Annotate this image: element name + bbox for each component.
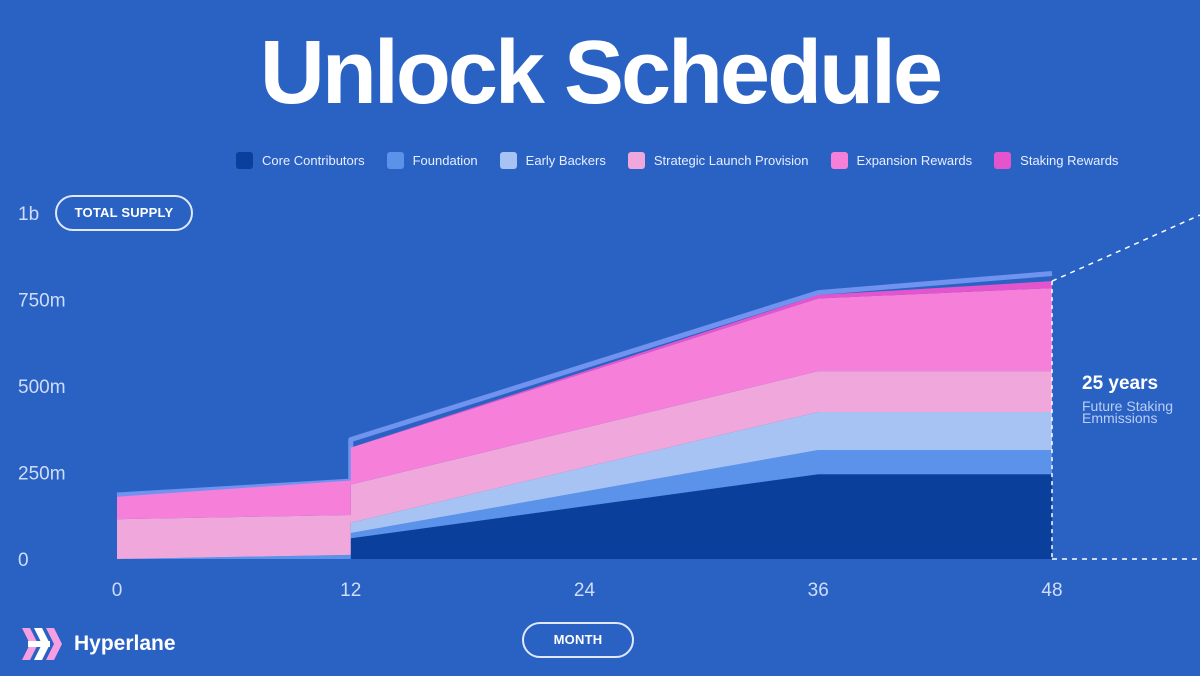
- legend-label: Core Contributors: [262, 153, 365, 168]
- chart-legend: Core Contributors Foundation Early Backers…: [236, 152, 1118, 169]
- annotation-title: 25 years: [1082, 373, 1158, 394]
- area-series: [117, 411, 1052, 559]
- x-tick-label: 12: [340, 580, 361, 601]
- legend-swatch: [994, 152, 1012, 169]
- legend-swatch: [236, 152, 253, 169]
- legend-label: Expansion Rewards: [856, 153, 973, 168]
- legend-label: Staking Rewards: [1020, 153, 1119, 168]
- legend-item: Early Backers: [499, 152, 606, 169]
- y-tick-label: 0: [18, 550, 29, 571]
- x-tick-label: 24: [574, 580, 596, 601]
- x-tick-label: 48: [1041, 580, 1062, 601]
- x-tick-label: 36: [808, 580, 829, 601]
- area-series: [117, 474, 1052, 559]
- page-title: Unlock Schedule: [259, 23, 943, 123]
- legend-item: Strategic Launch Provision: [627, 152, 809, 169]
- y-tick-label: 750m: [18, 291, 66, 312]
- annotation-subtitle: Emmissions: [1082, 410, 1157, 426]
- area-series: [117, 288, 1052, 520]
- legend-swatch: [499, 152, 517, 169]
- legend-label: Foundation: [412, 153, 478, 168]
- legend-swatch: [386, 152, 404, 169]
- area-series: [117, 450, 1052, 559]
- y-tick-label: 500m: [18, 377, 66, 398]
- annotation-subtitle: Future Staking: [1082, 398, 1173, 414]
- x-tick-label: 0: [112, 580, 123, 601]
- legend-label: Strategic Launch Provision: [653, 153, 809, 168]
- legend-item: Foundation: [386, 152, 478, 169]
- brand-name: Hyperlane: [74, 632, 176, 655]
- legend-swatch: [830, 152, 848, 169]
- legend-item: Core Contributors: [236, 152, 365, 169]
- hyperlane-logo-icon: [22, 628, 62, 660]
- y-tick-label: 1b: [18, 204, 39, 225]
- y-tick-label: 250m: [18, 464, 66, 485]
- month-button[interactable]: MONTH: [522, 622, 634, 658]
- legend-item: Expansion Rewards: [830, 152, 973, 169]
- legend-item: Staking Rewards: [994, 152, 1118, 169]
- total-supply-line: [116, 271, 1053, 498]
- legend-label: Early Backers: [525, 153, 606, 168]
- total-supply-button[interactable]: TOTAL SUPPLY: [55, 195, 193, 231]
- future-projection-line: [1051, 214, 1200, 282]
- brand: Hyperlane: [20, 624, 176, 664]
- legend-swatch: [627, 152, 645, 169]
